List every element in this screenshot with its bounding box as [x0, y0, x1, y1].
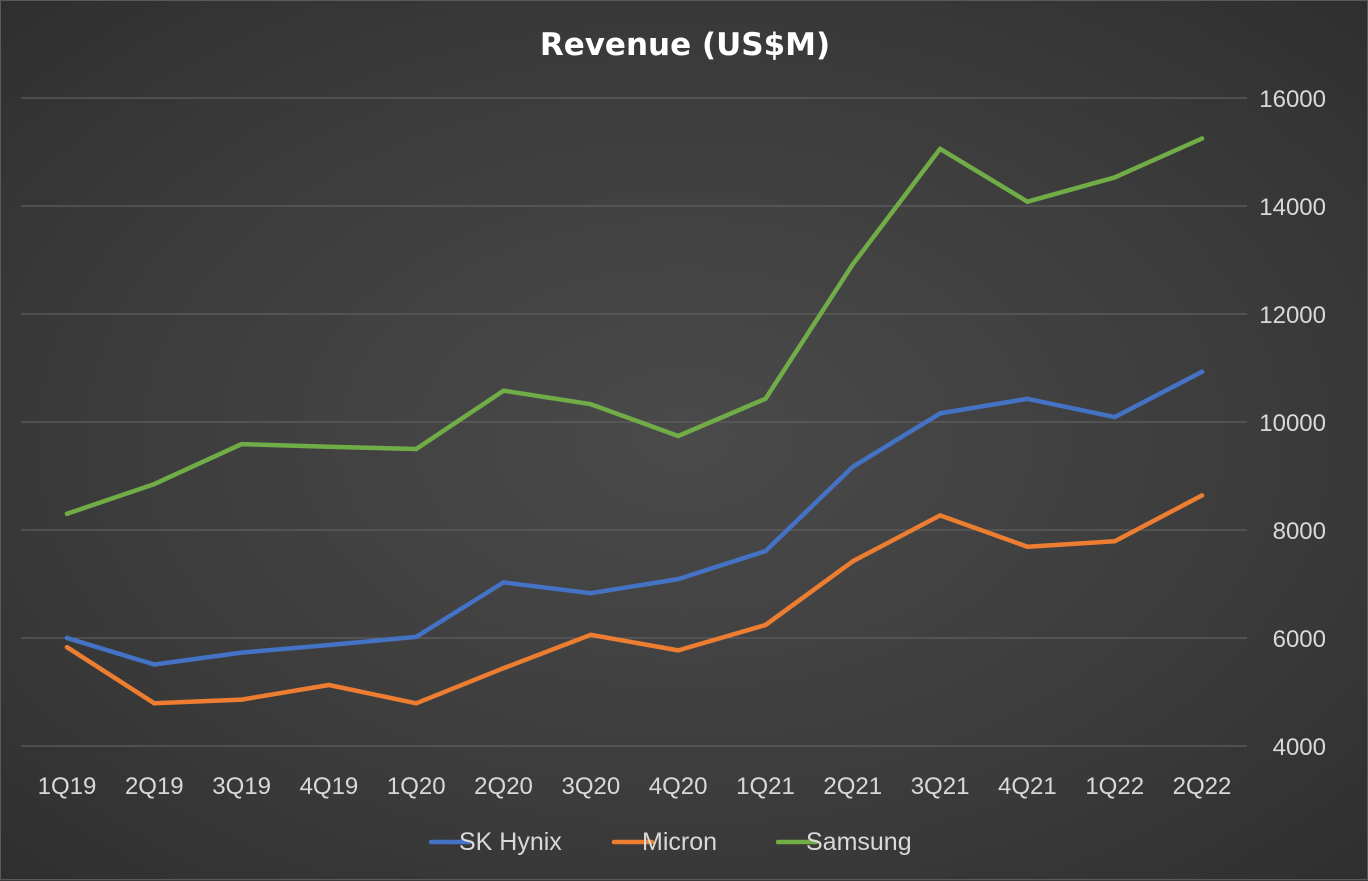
x-tick-label: 2Q19: [125, 773, 184, 800]
y-axis-ticks: 4000 6000 8000 10000 12000 14000 16000: [1259, 86, 1326, 761]
gridlines: [21, 97, 1247, 747]
data-point: [414, 701, 419, 706]
legend: SK Hynix Micron Samsung: [428, 828, 912, 856]
data-point: [152, 701, 157, 706]
x-tick-label: 4Q20: [649, 773, 708, 800]
data-point: [152, 481, 157, 487]
legend-label: SK Hynix: [459, 828, 562, 856]
x-tick-label: 1Q19: [38, 773, 97, 800]
data-point: [152, 662, 157, 667]
series-line-samsung: [64, 136, 1205, 517]
data-point: [588, 632, 594, 637]
data-point: [763, 548, 768, 554]
data-point: [239, 441, 244, 447]
x-tick-label: 2Q20: [474, 773, 533, 800]
data-point: [64, 635, 70, 641]
y-tick-label: 4000: [1273, 734, 1326, 761]
data-point: [588, 401, 594, 407]
data-point: [937, 411, 943, 416]
data-point: [501, 666, 506, 671]
data-point: [675, 576, 681, 582]
data-point: [1025, 544, 1030, 549]
data-point: [937, 513, 943, 518]
legend-label: Samsung: [806, 828, 912, 856]
x-tick-label: 3Q21: [911, 773, 970, 800]
data-point: [239, 650, 244, 655]
data-point: [501, 580, 506, 585]
x-tick-label: 2Q21: [823, 773, 882, 800]
data-point: [326, 444, 332, 450]
x-tick-label: 3Q20: [561, 773, 620, 800]
data-point: [675, 433, 681, 439]
data-point: [850, 262, 855, 267]
data-point: [1199, 136, 1205, 141]
data-point: [1199, 369, 1205, 374]
x-tick-label: 3Q19: [212, 773, 271, 800]
chart-title: Revenue (US$M): [540, 27, 830, 63]
series-line-micron: [64, 493, 1205, 706]
x-tick-label: 4Q19: [300, 773, 359, 800]
x-tick-label: 2Q22: [1173, 773, 1232, 800]
y-tick-label: 14000: [1259, 194, 1326, 221]
x-tick-label: 4Q21: [998, 773, 1057, 800]
data-point: [675, 648, 681, 653]
y-tick-label: 8000: [1273, 518, 1326, 545]
data-point: [763, 622, 768, 628]
y-tick-label: 6000: [1273, 626, 1326, 653]
x-tick-label: 1Q20: [387, 773, 446, 800]
y-tick-label: 12000: [1259, 302, 1326, 329]
x-axis-ticks: 1Q19 2Q19 3Q19 4Q19 1Q20 2Q20 3Q20 4Q20 1Q21 2Q21…: [38, 773, 1232, 800]
data-point: [326, 642, 332, 648]
data-point: [1112, 414, 1117, 420]
series-lines: [64, 136, 1205, 706]
data-point: [326, 682, 332, 688]
y-tick-label: 10000: [1259, 410, 1326, 437]
data-point: [850, 559, 855, 564]
data-point: [414, 634, 419, 640]
x-tick-label: 1Q21: [736, 773, 795, 800]
series-line-sk-hynix: [64, 369, 1205, 667]
data-point: [850, 464, 855, 470]
data-point: [501, 388, 506, 393]
data-point: [1199, 493, 1205, 498]
data-point: [414, 446, 419, 452]
data-point: [64, 644, 70, 650]
data-point: [1112, 175, 1117, 180]
y-tick-label: 16000: [1259, 86, 1326, 113]
x-tick-label: 1Q22: [1085, 773, 1144, 800]
data-point: [239, 697, 244, 702]
legend-label: Micron: [642, 828, 717, 856]
data-point: [1025, 199, 1030, 204]
data-point: [937, 146, 943, 151]
data-point: [1025, 396, 1030, 401]
data-point: [64, 511, 70, 516]
data-point: [763, 396, 768, 401]
data-point: [1112, 539, 1117, 544]
data-point: [588, 590, 594, 596]
